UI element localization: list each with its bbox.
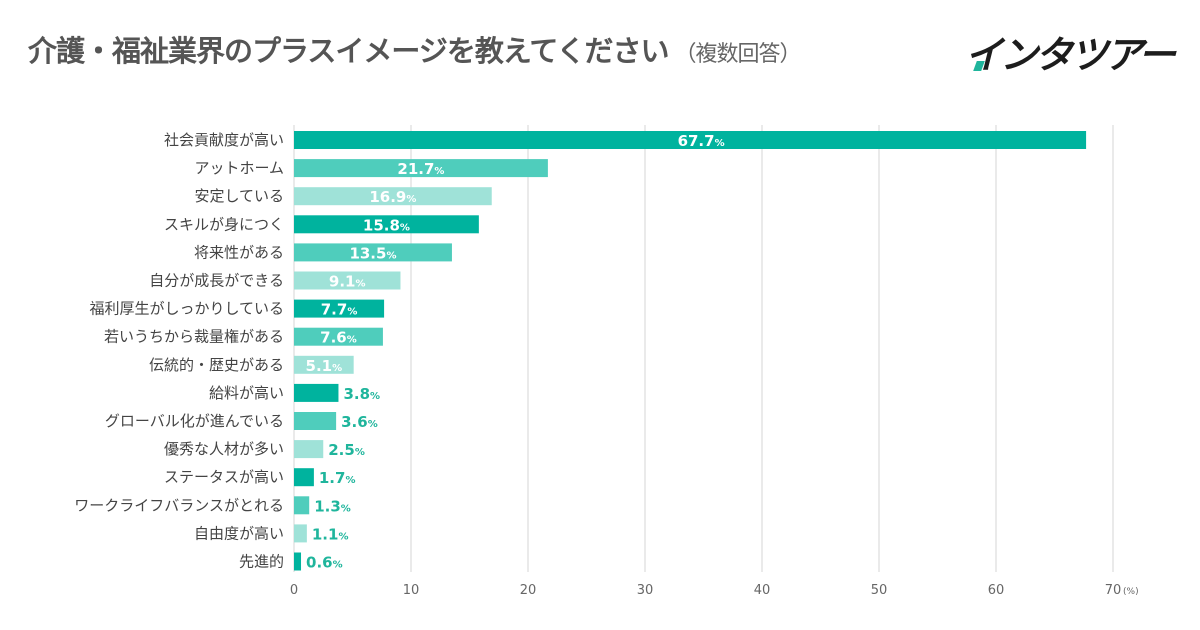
x-tick-label: 0 (290, 583, 298, 598)
data-label: 2.5% (328, 441, 365, 459)
data-label: 3.6% (341, 413, 378, 431)
category-label: スキルが身につく (164, 215, 284, 233)
bar (294, 215, 479, 234)
category-label: 自由度が高い (194, 524, 284, 542)
x-tick-label: 40 (754, 583, 771, 598)
data-label: 67.7% (678, 132, 725, 150)
bar (294, 131, 1087, 149)
logo-text: インタツアー (965, 33, 1176, 77)
data-label: 21.7% (397, 160, 444, 178)
data-label: 9.1% (329, 273, 366, 291)
data-label: 3.8% (343, 385, 380, 403)
category-label: 福利厚生がしっかりしている (89, 300, 284, 318)
category-label: アットホーム (194, 159, 284, 177)
x-tick-label: 60 (988, 583, 1005, 598)
category-label: 安定している (194, 187, 284, 205)
bar (294, 355, 354, 374)
x-tick-label: 50 (871, 583, 888, 598)
bar (294, 412, 337, 430)
bar (294, 552, 302, 571)
category-label: グローバル化が進んでいる (105, 412, 284, 430)
bar (294, 468, 314, 487)
bar (294, 159, 548, 178)
x-tick-label: 70 (1105, 583, 1122, 598)
category-label: 社会貢献度が高い (164, 131, 284, 149)
data-label: 15.8% (363, 216, 410, 234)
category-label: 将来性がある (194, 243, 284, 261)
title-text: 介護・福祉業界のプラスイメージを教えてください (28, 34, 670, 68)
data-label: 1.1% (312, 525, 349, 543)
data-label: 1.7% (319, 469, 356, 487)
data-label: 5.1% (306, 357, 343, 375)
data-label: 0.6% (306, 554, 343, 572)
category-label: 優秀な人材が多い (164, 440, 284, 458)
x-unit-label: (%) (1123, 587, 1139, 597)
bar (294, 496, 310, 515)
category-label: ステータスが高い (164, 468, 284, 486)
category-label: 先進的 (239, 553, 284, 571)
category-label: 若いうちから裁量権がある (104, 328, 284, 346)
bar (294, 524, 307, 543)
subtitle: （複数回答） (674, 42, 802, 67)
chart-title: 介護・福祉業界のプラスイメージを教えてください （複数回答） (28, 28, 802, 70)
category-label: ワークライフバランスがとれる (74, 496, 284, 514)
logo: インタツアー (965, 24, 1176, 79)
data-label: 13.5% (349, 244, 396, 262)
bar (294, 440, 324, 459)
bar (294, 243, 452, 262)
bar (294, 299, 385, 318)
x-tick-label: 30 (637, 583, 654, 598)
category-label: 伝統的・歴史がある (149, 356, 284, 374)
bar (294, 383, 339, 402)
data-label: 7.7% (321, 301, 358, 319)
bar (294, 271, 401, 290)
x-tick-label: 20 (520, 583, 537, 598)
data-label: 7.6% (320, 329, 357, 347)
category-label: 自分が成長ができる (149, 272, 284, 290)
category-label: 給料が高い (209, 384, 284, 402)
bar (294, 187, 492, 206)
bar (294, 327, 383, 346)
data-label: 16.9% (369, 188, 416, 206)
data-label: 1.3% (314, 497, 351, 515)
x-tick-label: 10 (403, 583, 420, 598)
